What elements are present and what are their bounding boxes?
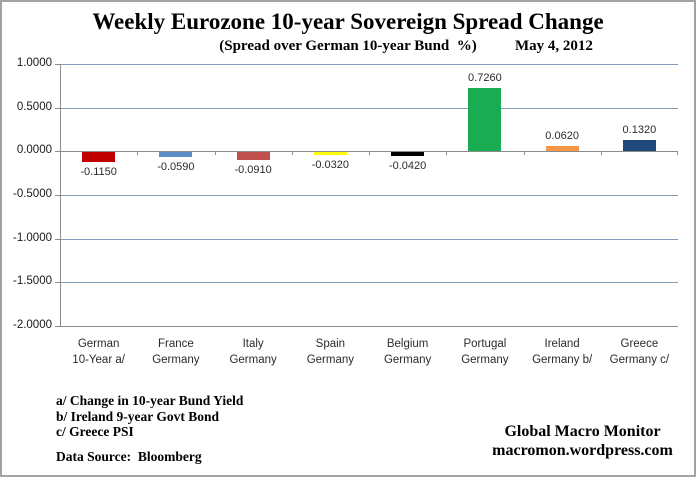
value-label: 0.0620	[545, 129, 579, 142]
category-label-line: Germany	[306, 354, 355, 366]
category-label-line: Ireland	[544, 338, 580, 350]
value-label: -0.0910	[234, 164, 272, 177]
x-axis-tick	[446, 151, 448, 156]
value-label: -0.1150	[80, 166, 117, 179]
y-axis-label: -1.0000	[12, 231, 52, 244]
category-label-line: German	[77, 338, 120, 350]
y-axis-tick	[55, 282, 60, 284]
category-label-line: Germany	[461, 354, 509, 366]
value-label: -0.0320	[311, 159, 350, 172]
bar-german	[82, 152, 116, 163]
gridline	[60, 195, 678, 196]
category-label-line: Germany	[152, 354, 200, 366]
plot-area: -0.1150 -0.0590 -0.0910 -0.0320 -0.0420 0.726…	[60, 64, 678, 327]
category-label: Portugal Germany	[446, 336, 523, 368]
y-axis-tick	[55, 107, 60, 109]
y-axis-tick	[55, 64, 60, 65]
bar-portugal	[468, 87, 502, 152]
bar-spain	[313, 152, 347, 156]
y-axis-tick	[55, 151, 60, 153]
footnote-b: b/ Ireland 9-year Govt Bond	[56, 408, 220, 424]
gridline	[60, 107, 678, 109]
y-axis-tick	[55, 326, 60, 327]
x-axis-tick	[291, 151, 293, 156]
value-label: -0.0420	[388, 160, 427, 172]
value-label: 0.7260	[468, 71, 502, 84]
category-label: German 10-Year a/	[60, 336, 137, 368]
chart-subtitle: (Spread over German 10-year Bund %)	[219, 38, 477, 54]
x-axis-tick	[600, 151, 602, 156]
gridline	[60, 282, 678, 284]
category-label-line: Spain	[315, 338, 346, 350]
category-label-line: Germany	[383, 354, 432, 366]
x-axis-tick	[369, 151, 370, 156]
bar-belgium	[391, 152, 425, 156]
category-label: Spain Germany	[292, 336, 369, 368]
category-label: Belgium Germany	[369, 336, 446, 368]
gridline	[60, 64, 678, 65]
bar-greece	[622, 139, 656, 152]
y-axis-line	[60, 64, 61, 326]
data-source: Data Source: Bloomberg	[56, 448, 202, 464]
footnotes: a/ Change in 10-year Bund Yield b/ Irela…	[56, 393, 243, 464]
category-label-line: Belgium	[386, 338, 429, 350]
chart-date: May 4, 2012	[515, 38, 593, 54]
chart-title: Weekly Eurozone 10-year Sovereign Spread…	[92, 9, 604, 34]
category-label-line: France	[157, 338, 194, 350]
y-axis-label: 0.0000	[16, 144, 52, 157]
y-axis-label: -2.0000	[12, 319, 52, 331]
category-label: France Germany	[137, 336, 214, 368]
footnote-a: a/ Change in 10-year Bund Yield	[56, 393, 244, 408]
bar-france	[159, 152, 193, 158]
footnote-c: c/ Greece PSI	[56, 424, 134, 439]
category-label-line: Germany	[229, 354, 277, 366]
category-label: Italy Germany	[215, 336, 292, 368]
category-label-line: Germany b/	[532, 354, 593, 366]
y-axis-tick	[55, 195, 60, 196]
value-label: 0.1320	[622, 123, 657, 136]
y-axis-label: -1.5000	[12, 275, 52, 288]
category-label-line: Greece	[620, 338, 659, 350]
category-label-line: Portugal	[463, 338, 507, 350]
bar-ireland	[545, 145, 579, 152]
category-label-line: Germany c/	[609, 354, 670, 366]
category-label-line: 10-Year a/	[72, 354, 125, 366]
branding-url: macromon.wordpress.com	[492, 442, 673, 459]
y-axis-tick	[55, 238, 60, 240]
branding-name: Global Macro Monitor	[504, 423, 661, 440]
gridline	[60, 238, 678, 240]
value-label: -0.0590	[157, 161, 195, 174]
category-label: Greece Germany c/	[601, 336, 678, 368]
y-axis-label: 1.0000	[16, 57, 52, 69]
gridline	[60, 326, 678, 327]
category-label-line: Italy	[242, 338, 264, 350]
x-axis-tick	[137, 151, 139, 156]
x-axis-tick	[523, 151, 525, 156]
x-axis-tick	[677, 151, 678, 156]
x-axis-tick	[214, 151, 216, 156]
y-axis-label: -0.5000	[12, 188, 52, 200]
branding: Global Macro Monitor macromon.wordpress.…	[485, 422, 680, 460]
bar-italy	[236, 152, 270, 161]
category-label: Ireland Germany b/	[524, 336, 601, 368]
y-axis-label: 0.5000	[16, 100, 52, 113]
